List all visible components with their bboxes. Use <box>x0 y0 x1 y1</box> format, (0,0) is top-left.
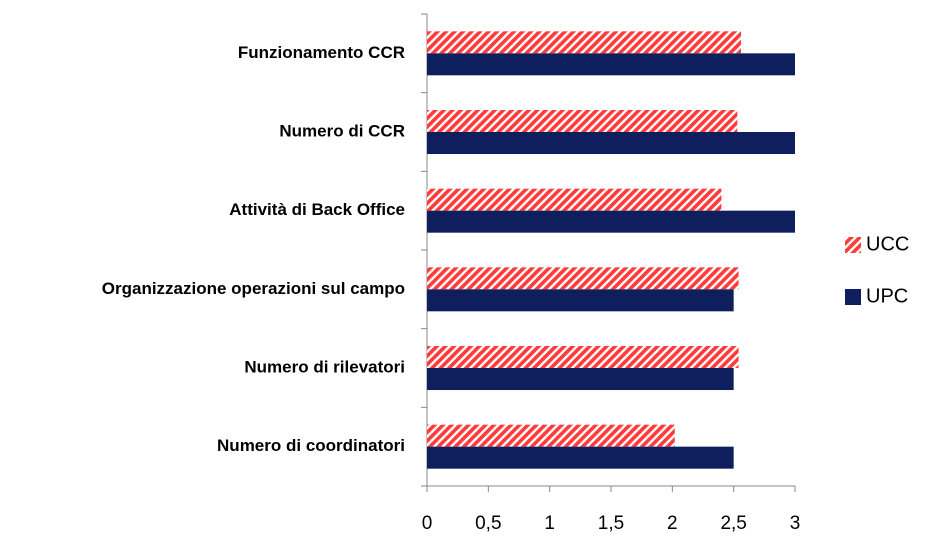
x-tick-label: 1,5 <box>598 513 624 534</box>
category-label: Numero di rilevatori <box>244 357 405 376</box>
bar <box>427 188 722 211</box>
category-label: Organizzazione operazioni sul campo <box>102 279 405 298</box>
bar <box>427 424 675 447</box>
x-tick-label: 2 <box>667 513 678 534</box>
legend-swatch <box>845 237 861 253</box>
bar <box>427 110 738 132</box>
bar <box>427 267 739 290</box>
legend-label: UPC <box>866 285 908 307</box>
bar <box>427 53 795 76</box>
x-tick-label: 0 <box>422 513 433 534</box>
category-label: Numero di coordinatori <box>217 436 405 455</box>
x-tick-label: 0,5 <box>475 513 501 534</box>
category-label: Numero di CCR <box>279 121 405 140</box>
legend-swatch <box>845 289 861 305</box>
bar <box>427 210 795 233</box>
legend-label: UCC <box>866 233 909 255</box>
x-tick-label: 2,5 <box>720 513 746 534</box>
x-tick-label: 1 <box>544 513 555 534</box>
category-label: Funzionamento CCR <box>238 43 405 62</box>
bar <box>427 289 734 312</box>
category-label: Attività di Back Office <box>229 200 405 219</box>
bar <box>427 132 795 154</box>
bar <box>427 368 734 390</box>
bar <box>427 346 739 368</box>
x-tick-label: 3 <box>790 513 801 534</box>
bar <box>427 31 742 54</box>
bar <box>427 446 734 469</box>
